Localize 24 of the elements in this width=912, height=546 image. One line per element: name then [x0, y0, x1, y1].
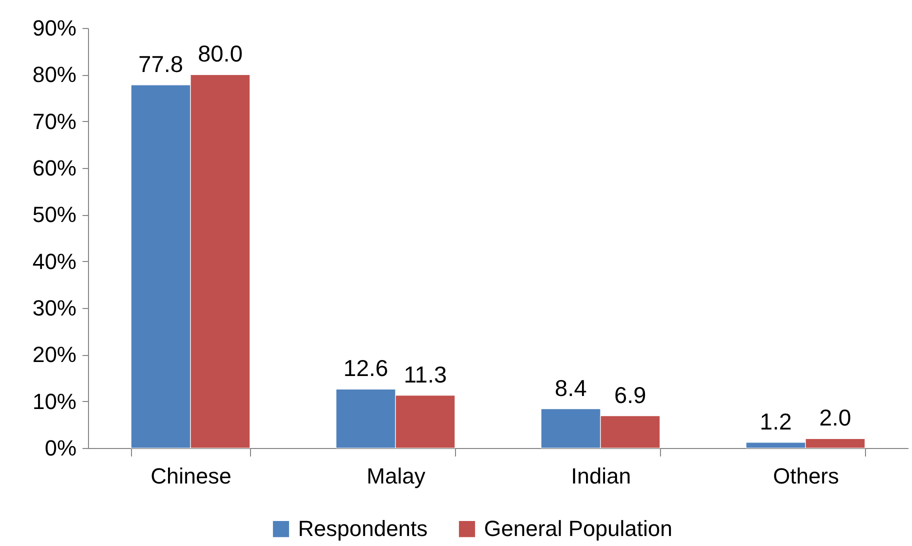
x-tick-label: Malay [366, 464, 426, 488]
legend-label: Respondents [298, 516, 428, 541]
legend-label: General Population [484, 516, 672, 541]
data-label: 8.4 [554, 374, 587, 401]
y-tick-label: 80% [32, 62, 76, 88]
y-tick-label: 10% [32, 388, 76, 414]
x-tick-label: Others [772, 464, 840, 488]
data-label: 6.9 [614, 382, 646, 408]
data-label: 12.6 [343, 355, 388, 382]
y-tick-label: 30% [32, 296, 76, 320]
y-tick-label: 90% [32, 16, 76, 40]
y-tick-label: 0% [44, 436, 76, 460]
data-label: 1.2 [760, 408, 792, 434]
y-tick-label: 60% [32, 156, 76, 180]
x-tick-label: Chinese [150, 464, 232, 488]
data-label: 77.8 [138, 50, 184, 77]
data-label: 80.0 [198, 40, 243, 67]
y-tick-label: 70% [32, 108, 76, 134]
data-label: 2.0 [819, 404, 852, 431]
y-tick-label: 40% [32, 248, 76, 274]
y-tick-label: 20% [32, 342, 76, 368]
x-tick-label: Indian [571, 464, 631, 488]
data-label: 11.3 [404, 361, 447, 388]
y-tick-label: 50% [32, 202, 76, 228]
